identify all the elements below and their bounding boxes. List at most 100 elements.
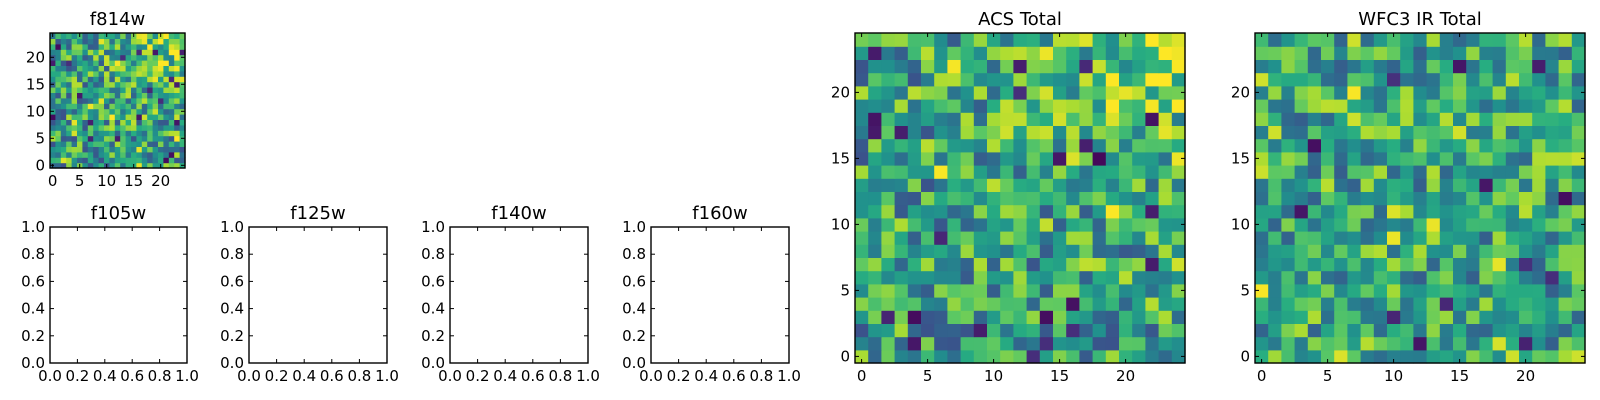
heatmap-cell [1519, 85, 1533, 100]
heatmap-cell [973, 270, 988, 285]
heatmap-cell [1013, 336, 1028, 351]
heatmap-cell [1066, 46, 1080, 60]
heatmap-cell [960, 178, 975, 192]
heatmap-cell [1360, 72, 1375, 87]
heatmap-cell [1145, 283, 1160, 298]
heatmap-cell [1479, 46, 1494, 60]
heatmap-cell [60, 151, 67, 158]
heatmap-cell [1171, 297, 1186, 311]
heatmap-cell [1413, 151, 1428, 166]
heatmap-cell [1334, 191, 1348, 206]
heatmap-cell [881, 231, 896, 245]
heatmap-cell [158, 97, 164, 104]
heatmap-cell [1373, 178, 1388, 192]
heatmap-cell [1545, 46, 1560, 60]
heatmap-cell [104, 65, 110, 72]
heatmap-cell [1307, 33, 1322, 47]
heatmap-cell [868, 85, 882, 100]
heatmap-cell [1281, 191, 1296, 206]
heatmap-cell [1039, 59, 1054, 74]
heatmap-cell [1466, 165, 1480, 179]
heatmap-cell [1066, 336, 1080, 351]
heatmap-cell [1373, 46, 1388, 60]
heatmap-cell [1519, 297, 1533, 311]
heatmap-cell [55, 81, 62, 88]
heatmap-cell [1132, 59, 1146, 74]
heatmap-cell [1268, 151, 1282, 166]
heatmap-cell [1132, 217, 1146, 232]
heatmap-cell [55, 38, 62, 45]
heatmap-cell [1105, 283, 1120, 298]
heatmap-cell [147, 76, 154, 83]
heatmap-cell [1347, 217, 1362, 232]
heatmap-cell [152, 76, 159, 83]
heatmap-cell [1281, 336, 1296, 351]
heatmap-cell [1532, 310, 1546, 324]
heatmap-cell [1281, 138, 1296, 153]
heatmap-cell [1039, 244, 1054, 258]
heatmap-cell [1026, 349, 1041, 364]
heatmap-cell [1439, 85, 1454, 100]
heatmap-cell [1400, 72, 1414, 87]
heatmap-cell [71, 49, 78, 56]
heatmap-cell [1053, 231, 1067, 245]
heatmap-cell [168, 146, 175, 153]
heatmap-cell [60, 76, 67, 83]
heatmap-cell [1294, 217, 1309, 232]
heatmap-cell [1294, 99, 1309, 113]
heatmap-cell [179, 60, 186, 66]
heatmap-cell [1268, 217, 1282, 232]
heatmap-cell [1092, 59, 1107, 74]
heatmap-cell [1255, 231, 1269, 245]
heatmap-cell [907, 336, 922, 351]
heatmap-cell [125, 103, 132, 110]
heatmap-cell [1053, 349, 1067, 364]
heatmap-cell [93, 141, 100, 147]
heatmap-cell [104, 135, 110, 142]
heatmap-cell [1532, 283, 1546, 298]
heatmap-cell [1119, 297, 1133, 311]
heatmap-cell [934, 217, 948, 232]
heatmap-cell [1053, 59, 1067, 74]
heatmap-cell [82, 54, 89, 61]
heatmap-cell [1387, 72, 1401, 87]
heatmap-cell [125, 49, 132, 56]
heatmap-cell [1079, 178, 1094, 192]
heatmap-cell [141, 130, 148, 137]
heatmap-cell [973, 244, 988, 258]
heatmap-cell [1466, 138, 1480, 153]
heatmap-cell [1492, 112, 1507, 126]
heatmap-cell [87, 81, 94, 88]
heatmap-cell [82, 119, 89, 126]
heatmap-cell [1466, 178, 1480, 192]
y-tick-label: 0.2 [220, 327, 244, 345]
heatmap-cell [1158, 191, 1173, 206]
heatmap-cell [174, 70, 181, 77]
heatmap-cell [1426, 310, 1441, 324]
heatmap-cell [855, 191, 869, 206]
heatmap-cell [1519, 99, 1533, 113]
heatmap-cell [120, 162, 127, 169]
heatmap-cell [921, 85, 935, 100]
heatmap-cell [60, 81, 67, 88]
heatmap-cell [907, 99, 922, 113]
heatmap-cell [163, 130, 170, 137]
heatmap-cell [1439, 257, 1454, 272]
heatmap-cell [1571, 165, 1586, 179]
heatmap-cell [82, 135, 89, 142]
heatmap-cell [147, 38, 154, 45]
heatmap-cell [1039, 112, 1054, 126]
heatmap-cell [1360, 336, 1375, 351]
heatmap-cell [1373, 204, 1388, 219]
heatmap-cell [855, 165, 869, 179]
heatmap-cell [1571, 59, 1586, 74]
heatmap-cell [894, 138, 909, 153]
heatmap-cell [894, 257, 909, 272]
heatmap-cell [960, 151, 975, 166]
heatmap-cell [1558, 151, 1573, 166]
heatmap-cell [55, 87, 62, 93]
heatmap-cell [77, 87, 83, 93]
heatmap-cell [1119, 231, 1133, 245]
heatmap-cell [1479, 178, 1494, 192]
heatmap-cell [131, 60, 137, 66]
